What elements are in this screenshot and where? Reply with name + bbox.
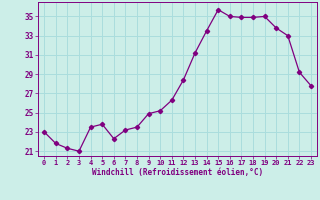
X-axis label: Windchill (Refroidissement éolien,°C): Windchill (Refroidissement éolien,°C) bbox=[92, 168, 263, 177]
